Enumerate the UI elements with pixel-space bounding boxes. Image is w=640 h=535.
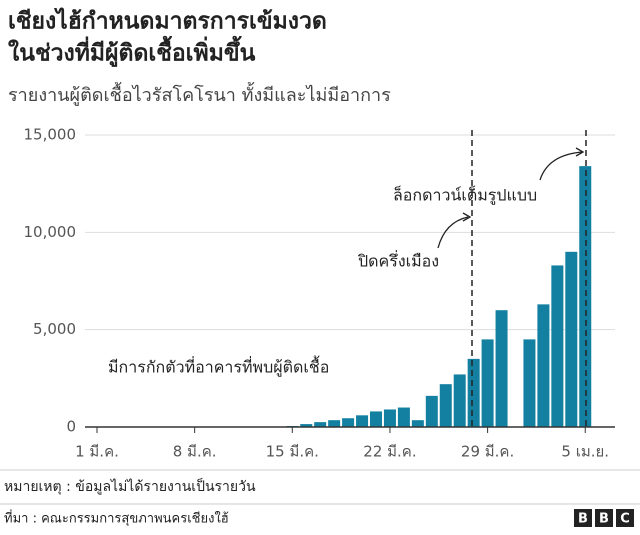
- annotation: ปิดครึ่งเมือง: [358, 250, 440, 271]
- bar: [453, 374, 466, 427]
- bar: [370, 411, 382, 427]
- bar: [495, 310, 508, 427]
- bar: [356, 415, 369, 427]
- x-tick-label: 1 มี.ค.: [75, 443, 119, 461]
- x-tick-label: 29 มี.ค.: [461, 443, 514, 461]
- bar: [425, 395, 438, 427]
- logo-box: [616, 509, 634, 527]
- bar: [383, 409, 396, 427]
- y-tick-label: 10,000: [24, 223, 77, 241]
- bar: [551, 265, 564, 427]
- bar: [481, 339, 494, 427]
- logo-letter: C: [620, 512, 630, 527]
- x-tick-label: 8 มี.ค.: [173, 443, 217, 461]
- logo-box: [595, 509, 613, 527]
- bar: [439, 384, 452, 427]
- bar: [565, 251, 578, 427]
- bar: [328, 420, 341, 427]
- x-tick-label: 15 มี.ค.: [266, 443, 319, 461]
- chart-subtitle: รายงานผู้ติดเชื้อไวรัสโคโรนา ทั้งมีและไม…: [8, 82, 391, 106]
- bar: [397, 407, 410, 427]
- chart-title: ในช่วงที่มีผู้ติดเชื้อเพิ่มขึ้น: [8, 36, 256, 68]
- y-tick-label: 5,000: [33, 320, 76, 338]
- arrow-head: [575, 147, 585, 157]
- bar: [523, 339, 536, 427]
- note: หมายเหตุ : ข้อมูลไม่ได้รายงานเป็นรายวัน: [4, 477, 256, 495]
- arrow: [437, 216, 469, 249]
- y-tick-label: 15,000: [24, 126, 77, 144]
- bar: [342, 418, 355, 427]
- logo-letter: B: [578, 512, 588, 527]
- annotation: มีการกักตัวที่อาคารที่พบผู้ติดเชื้อ: [108, 356, 329, 378]
- y-tick-label: 0: [66, 418, 76, 436]
- source: ที่มา : คณะกรรมการสุขภาพนครเชียงใฮ้: [4, 510, 229, 527]
- logo-letter: B: [599, 512, 609, 527]
- bar: [411, 420, 424, 427]
- bar: [579, 166, 592, 427]
- x-tick-label: 22 มี.ค.: [363, 443, 416, 461]
- logo: B B C: [574, 509, 634, 527]
- bar: [467, 358, 480, 427]
- annotation: ล็อกดาวน์เต็มรูปแบบ: [393, 185, 537, 206]
- x-tick-label: 5 เม.ย.: [561, 443, 609, 461]
- chart-title: เชียงไฮ้กำหนดมาตรการเข้มงวด: [8, 7, 327, 35]
- arrow: [539, 151, 583, 181]
- bar: [537, 304, 550, 427]
- plot: 0 5,000 10,000 15,000 1 มี.ค. 8 มี.ค. 15 มี.ค.…: [24, 126, 615, 461]
- arrow-head: [462, 212, 472, 222]
- bar: [314, 422, 327, 427]
- bar: [300, 424, 313, 427]
- logo-box: [574, 509, 592, 527]
